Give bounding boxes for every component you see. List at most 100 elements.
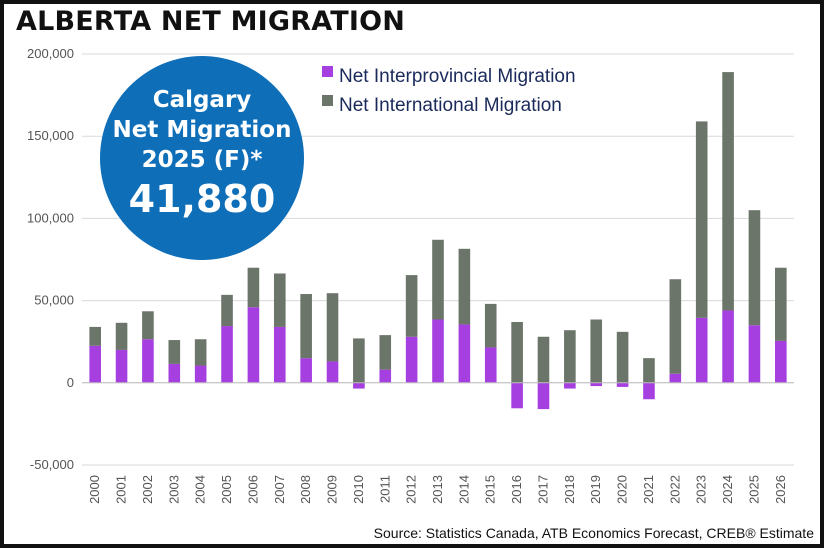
bar-international bbox=[142, 311, 154, 340]
bars bbox=[82, 72, 794, 410]
x-tick-label: 2008 bbox=[298, 475, 313, 504]
x-tick-label: 2002 bbox=[140, 475, 155, 504]
bar-interprovincial bbox=[273, 326, 286, 383]
x-tick-label: 2009 bbox=[325, 475, 340, 504]
legend-swatch-international bbox=[322, 95, 333, 106]
bar-international bbox=[616, 331, 629, 383]
x-tick-label: 2015 bbox=[483, 475, 498, 504]
bar-interprovincial bbox=[722, 310, 734, 383]
x-axis-ticks: 2000 2001 2002 2003 2004 2005 2006 2007 2008 2009… bbox=[87, 475, 788, 504]
badge-line-3: 2025 (F)* bbox=[141, 147, 263, 173]
legend-swatch-interprovincial bbox=[322, 66, 333, 77]
x-tick-label: 2012 bbox=[404, 475, 419, 504]
bar-interprovincial bbox=[616, 382, 629, 387]
badge-line-1: Calgary bbox=[152, 87, 252, 113]
bar-interprovincial bbox=[590, 382, 603, 387]
bar-interprovincial bbox=[168, 363, 181, 383]
bar-interprovincial bbox=[458, 324, 471, 383]
bar-international bbox=[379, 335, 392, 370]
bar-international bbox=[722, 72, 734, 311]
source-note: Source: Statistics Canada, ATB Economics… bbox=[373, 525, 814, 541]
x-tick-label: 2020 bbox=[615, 475, 630, 504]
badge-line-2: Net Migration bbox=[112, 117, 292, 143]
x-tick-label: 2006 bbox=[245, 475, 260, 504]
bar-interprovincial bbox=[484, 347, 497, 383]
x-tick-label: 2011 bbox=[377, 475, 392, 503]
bar-international bbox=[564, 330, 576, 383]
legend-label-international: Net International Migration bbox=[339, 95, 562, 116]
bar-interprovincial bbox=[221, 326, 233, 383]
x-tick-label: 2023 bbox=[694, 475, 709, 504]
x-tick-label: 2007 bbox=[272, 475, 287, 504]
x-tick-label: 2017 bbox=[535, 475, 550, 504]
legend-label-interprovincial: Net Interprovincial Migration bbox=[339, 66, 576, 87]
x-tick-label: 2013 bbox=[430, 475, 445, 504]
bar-interprovincial bbox=[695, 317, 708, 383]
x-tick-label: 2004 bbox=[193, 475, 208, 504]
bar-interprovincial bbox=[775, 340, 787, 383]
bar-international bbox=[194, 339, 207, 366]
x-tick-label: 2022 bbox=[667, 475, 682, 504]
bar-interprovincial bbox=[643, 382, 655, 400]
badge-value: 41,880 bbox=[128, 177, 276, 221]
y-tick-label: 0 bbox=[67, 375, 74, 390]
x-tick-label: 2016 bbox=[509, 475, 524, 504]
x-tick-label: 2003 bbox=[166, 475, 181, 504]
bar-international bbox=[326, 293, 339, 362]
legend: Net Interprovincial Migration Net Intern… bbox=[322, 66, 576, 116]
x-tick-label: 2001 bbox=[114, 475, 129, 504]
bar-interprovincial bbox=[432, 319, 444, 383]
bar-interprovincial bbox=[564, 382, 576, 389]
x-tick-label: 2018 bbox=[562, 475, 577, 504]
bar-international bbox=[748, 210, 761, 326]
bar-international bbox=[353, 338, 365, 383]
x-tick-label: 2025 bbox=[746, 475, 761, 504]
bar-international bbox=[221, 294, 233, 327]
x-tick-label: 2021 bbox=[641, 475, 656, 504]
bar-international bbox=[273, 273, 286, 327]
bar-international bbox=[300, 294, 312, 359]
y-tick-label: 50,000 bbox=[34, 293, 74, 308]
bar-international bbox=[458, 248, 471, 325]
bar-international bbox=[432, 239, 444, 320]
x-tick-label: 2005 bbox=[219, 475, 234, 504]
bar-interprovincial bbox=[326, 361, 339, 383]
bar-interprovincial bbox=[89, 345, 101, 383]
chart-title: ALBERTA NET MIGRATION bbox=[16, 6, 406, 37]
y-tick-label: 150,000 bbox=[27, 128, 74, 143]
bar-interprovincial bbox=[537, 382, 550, 410]
x-tick-label: 2024 bbox=[720, 475, 735, 504]
bar-international bbox=[115, 322, 128, 350]
bar-interprovincial bbox=[142, 339, 154, 383]
bar-interprovincial bbox=[353, 382, 365, 389]
bar-international bbox=[643, 358, 655, 383]
bar-international bbox=[775, 267, 787, 341]
bar-international bbox=[484, 303, 497, 348]
bar-international bbox=[168, 340, 181, 364]
x-tick-label: 2014 bbox=[456, 475, 471, 504]
bar-interprovincial bbox=[115, 349, 128, 383]
bar-interprovincial bbox=[511, 382, 523, 409]
bar-international bbox=[590, 319, 603, 383]
bar-interprovincial bbox=[247, 307, 260, 383]
bar-interprovincial bbox=[194, 365, 207, 383]
y-tick-label: 200,000 bbox=[27, 46, 74, 61]
bar-international bbox=[89, 326, 101, 346]
y-tick-label: 100,000 bbox=[27, 210, 74, 225]
x-tick-label: 2019 bbox=[588, 475, 603, 504]
bar-interprovincial bbox=[748, 325, 761, 383]
bar-international bbox=[247, 267, 260, 308]
chart-svg: -50,000 0 50,000 100,000 150,000 200,000 2000… bbox=[27, 46, 794, 504]
calgary-badge: Calgary Net Migration 2025 (F)* 41,880 bbox=[100, 56, 304, 260]
x-tick-label: 2000 bbox=[87, 475, 102, 504]
bar-international bbox=[537, 336, 550, 383]
bar-interprovincial bbox=[669, 373, 682, 383]
bar-international bbox=[511, 321, 523, 383]
bar-international bbox=[405, 275, 418, 337]
x-tick-label: 2026 bbox=[773, 475, 788, 504]
bar-international bbox=[669, 279, 682, 374]
bar-interprovincial bbox=[300, 358, 312, 383]
y-tick-label: -50,000 bbox=[30, 457, 74, 472]
x-tick-label: 2010 bbox=[351, 475, 366, 504]
